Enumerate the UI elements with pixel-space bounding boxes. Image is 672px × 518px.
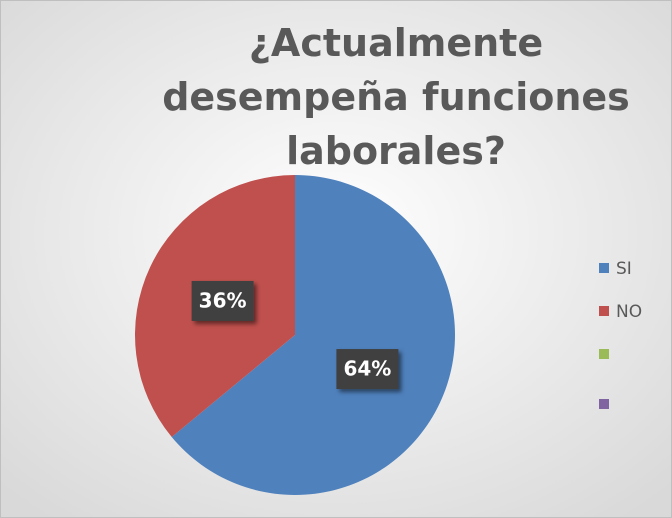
legend-label: NO [616,302,642,322]
legend-swatch [599,263,609,273]
legend-swatch [599,306,609,316]
pie-slice [171,175,455,495]
data-label: 36% [199,288,247,312]
legend-swatch [599,399,609,409]
data-label-box [336,349,399,390]
data-label-box [191,280,254,321]
data-label: 64% [343,357,391,381]
legend-swatch [599,349,609,359]
legend-label: SI [616,259,632,279]
chart-title: ¿Actualmente desempeña funciones laboral… [162,21,630,173]
